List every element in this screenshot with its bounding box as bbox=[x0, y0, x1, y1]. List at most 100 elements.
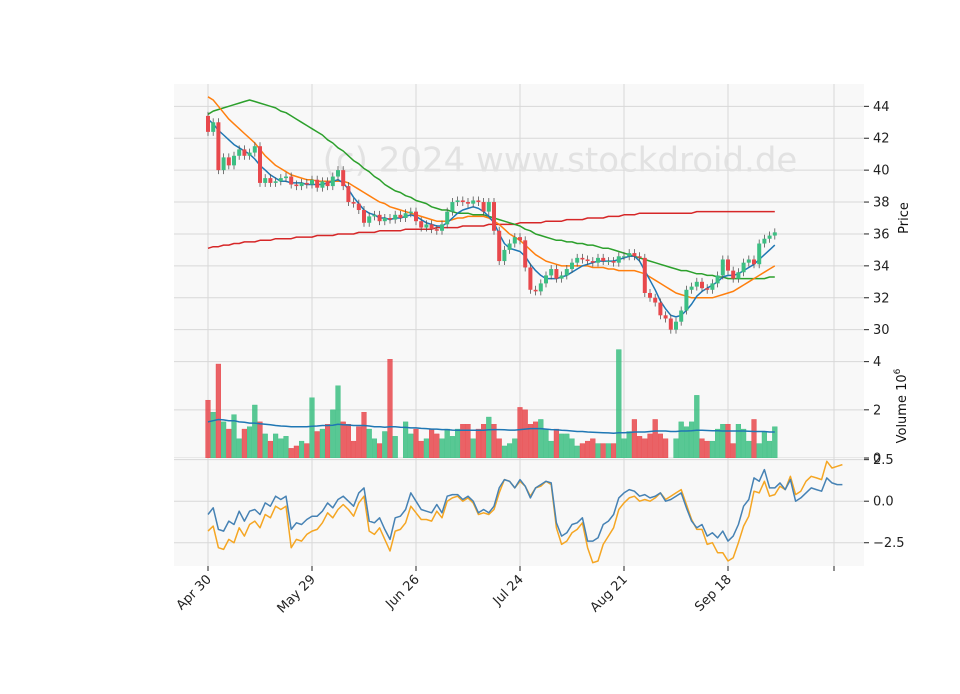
volume-bar bbox=[496, 438, 502, 459]
volume-bar bbox=[351, 440, 357, 459]
candle-up bbox=[694, 281, 699, 287]
volume-bar bbox=[637, 436, 643, 459]
candle-up bbox=[273, 181, 278, 183]
volume-bar bbox=[694, 395, 700, 459]
oscillator-y-tick-label: 2.5 bbox=[873, 453, 894, 468]
volume-bar bbox=[236, 438, 242, 459]
volume-bar bbox=[538, 419, 544, 459]
candle-down bbox=[653, 297, 658, 303]
volume-bar bbox=[730, 443, 736, 459]
candle-down bbox=[637, 256, 642, 258]
volume-bar bbox=[205, 399, 211, 459]
volume-bar bbox=[746, 440, 752, 459]
candle-up bbox=[684, 289, 689, 311]
candle-down bbox=[528, 267, 533, 290]
volume-panel: 0 2 4 Volume 106 bbox=[174, 349, 910, 467]
candle-up bbox=[502, 249, 507, 262]
candle-up bbox=[247, 152, 252, 156]
candle-down bbox=[226, 157, 231, 166]
candle-down bbox=[419, 221, 424, 228]
volume-bar bbox=[449, 436, 456, 459]
volume-bar bbox=[600, 443, 606, 459]
volume-bar bbox=[522, 409, 528, 459]
candle-down bbox=[429, 224, 434, 230]
volume-bar bbox=[423, 438, 430, 459]
volume-bar bbox=[220, 421, 227, 459]
volume-bar bbox=[761, 431, 768, 459]
candle-down bbox=[533, 289, 538, 292]
volume-bar bbox=[444, 428, 450, 459]
volume-bar bbox=[553, 428, 560, 459]
volume-bar bbox=[481, 424, 487, 459]
candle-up bbox=[284, 176, 288, 179]
candle-up bbox=[720, 259, 725, 276]
volume-y-label: Volume 106 bbox=[893, 368, 910, 443]
candle-down bbox=[325, 181, 330, 187]
candle-up bbox=[710, 283, 715, 290]
candle-down bbox=[362, 210, 366, 223]
volume-bar bbox=[460, 424, 466, 459]
volume-bar bbox=[246, 426, 253, 459]
volume-bar bbox=[564, 433, 570, 459]
volume-bar bbox=[366, 428, 372, 459]
candle-down bbox=[216, 122, 221, 171]
volume-bar bbox=[751, 419, 757, 459]
volume-bar bbox=[689, 421, 695, 459]
volume-bar bbox=[309, 397, 315, 459]
candle-up bbox=[544, 275, 548, 284]
candle-up bbox=[559, 275, 564, 279]
candle-down bbox=[705, 288, 710, 290]
volume-y-tick-label: 2 bbox=[873, 403, 881, 418]
candle-up bbox=[746, 259, 751, 263]
volume-bar bbox=[413, 428, 419, 459]
volume-bar bbox=[267, 440, 274, 459]
volume-bar bbox=[767, 440, 773, 459]
candle-up bbox=[512, 237, 517, 244]
volume-bar bbox=[507, 443, 513, 459]
volume-bar bbox=[590, 438, 596, 459]
candle-up bbox=[606, 261, 611, 263]
volume-bar bbox=[709, 440, 716, 459]
candle-up bbox=[549, 269, 554, 276]
candle-up bbox=[330, 176, 335, 187]
candle-down bbox=[632, 253, 637, 257]
volume-moving-average bbox=[207, 418, 775, 434]
candle-down bbox=[304, 182, 309, 185]
candle-up bbox=[570, 262, 574, 270]
oscillator-lines bbox=[207, 460, 843, 564]
price-panel-background bbox=[174, 84, 864, 352]
volume-bar bbox=[325, 424, 331, 459]
candle-up bbox=[403, 213, 408, 218]
volume-bar bbox=[288, 448, 294, 459]
volume-bar bbox=[429, 428, 435, 459]
volume-y-tick-label: 4 bbox=[873, 355, 881, 370]
candle-down bbox=[206, 115, 210, 132]
candle-up bbox=[450, 202, 455, 212]
volume-bar bbox=[501, 445, 508, 459]
candle-down bbox=[377, 214, 382, 222]
candle-down bbox=[648, 292, 652, 298]
candle-down bbox=[726, 259, 730, 271]
candle-up bbox=[772, 232, 777, 236]
volume-bar bbox=[361, 412, 367, 459]
volume-bar bbox=[210, 412, 216, 459]
volume-y-label-base: Volume 10 bbox=[895, 374, 910, 443]
candle-down bbox=[398, 214, 403, 218]
candle-up bbox=[736, 272, 741, 279]
candle-up bbox=[440, 224, 444, 231]
volume-bar bbox=[486, 416, 492, 459]
candle-up bbox=[221, 157, 226, 171]
candle-up bbox=[445, 211, 450, 225]
volume-y-label-exponent: 6 bbox=[893, 368, 903, 374]
volume-bar bbox=[215, 363, 222, 459]
volume-bar bbox=[252, 404, 258, 459]
price-y-tick-label: 30 bbox=[873, 323, 890, 338]
candle-down bbox=[700, 281, 704, 289]
volume-bar bbox=[439, 438, 445, 459]
candle-down bbox=[356, 203, 361, 211]
candle-down bbox=[268, 178, 273, 183]
volume-bar bbox=[517, 407, 523, 459]
volume-bar bbox=[533, 421, 539, 459]
volume-bar bbox=[418, 440, 424, 459]
